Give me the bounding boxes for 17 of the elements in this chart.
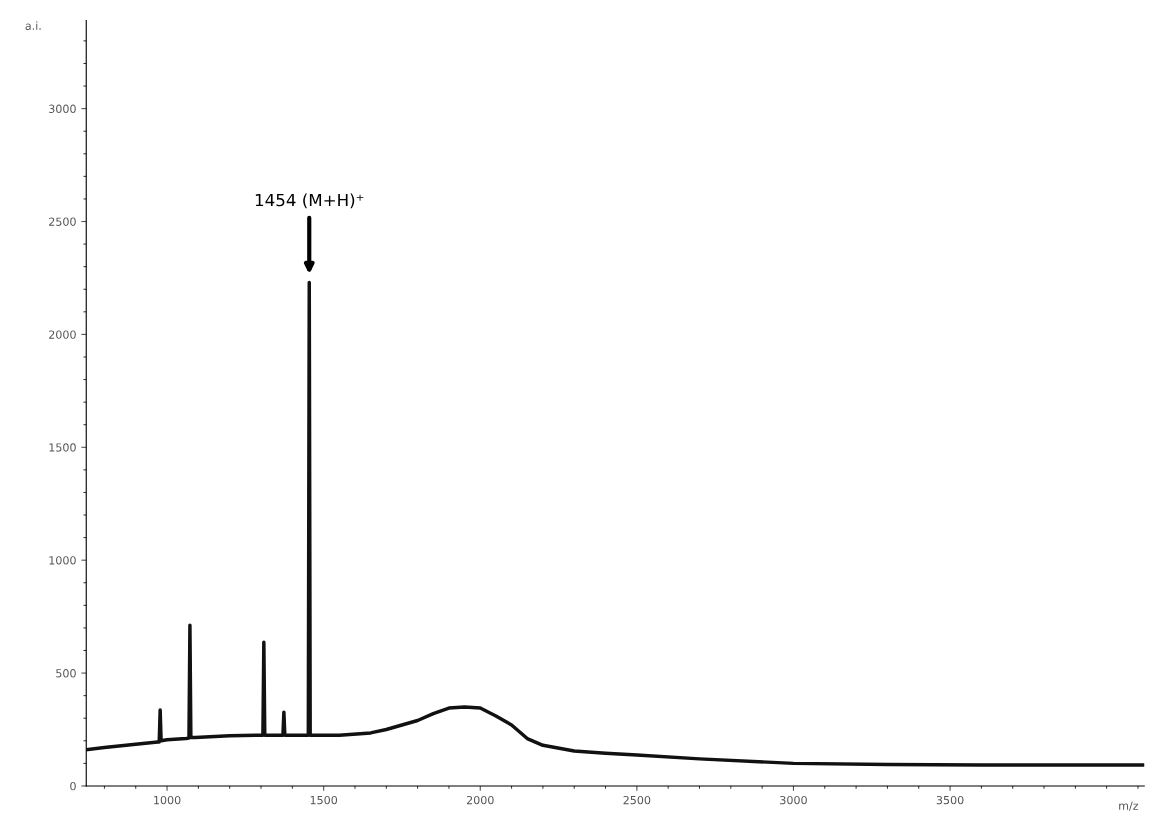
x-tick-label: 1500 (310, 795, 338, 805)
x-tick-label: 1000 (154, 795, 181, 805)
annotation: 1454 (M+H)⁺ (255, 193, 364, 209)
y-tick-label: 500 (56, 669, 76, 678)
x-tick-label: 2000 (466, 795, 494, 805)
x-tick-label: 3500 (936, 795, 964, 805)
x-tick-label: 2500 (623, 795, 651, 805)
y-tick-label: 1000 (49, 556, 76, 565)
y-tick-label: 1500 (49, 443, 76, 452)
line-series (86, 280, 1145, 767)
y-axis-title: a.i. (25, 21, 41, 30)
y-tick-label: 0 (70, 781, 76, 791)
y-tick-label: 2000 (49, 330, 76, 339)
x-tick-label: 3000 (780, 795, 807, 805)
y-tick-label: 2500 (49, 217, 76, 226)
y-tick-label: 3000 (49, 104, 76, 114)
x-axis-title: m/z (1119, 801, 1139, 811)
